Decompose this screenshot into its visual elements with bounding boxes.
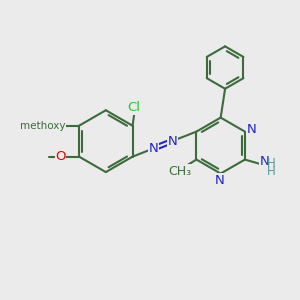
Text: N: N bbox=[247, 123, 256, 136]
Text: N: N bbox=[167, 135, 177, 148]
Text: N: N bbox=[149, 142, 158, 155]
Text: O: O bbox=[55, 150, 66, 163]
Text: N: N bbox=[260, 155, 269, 168]
Text: H: H bbox=[267, 165, 276, 178]
Text: N: N bbox=[215, 173, 225, 187]
Text: Cl: Cl bbox=[128, 101, 141, 114]
Text: methoxy: methoxy bbox=[20, 121, 66, 131]
Text: O: O bbox=[55, 119, 66, 132]
Text: H: H bbox=[267, 158, 276, 170]
Text: CH₃: CH₃ bbox=[168, 165, 191, 178]
